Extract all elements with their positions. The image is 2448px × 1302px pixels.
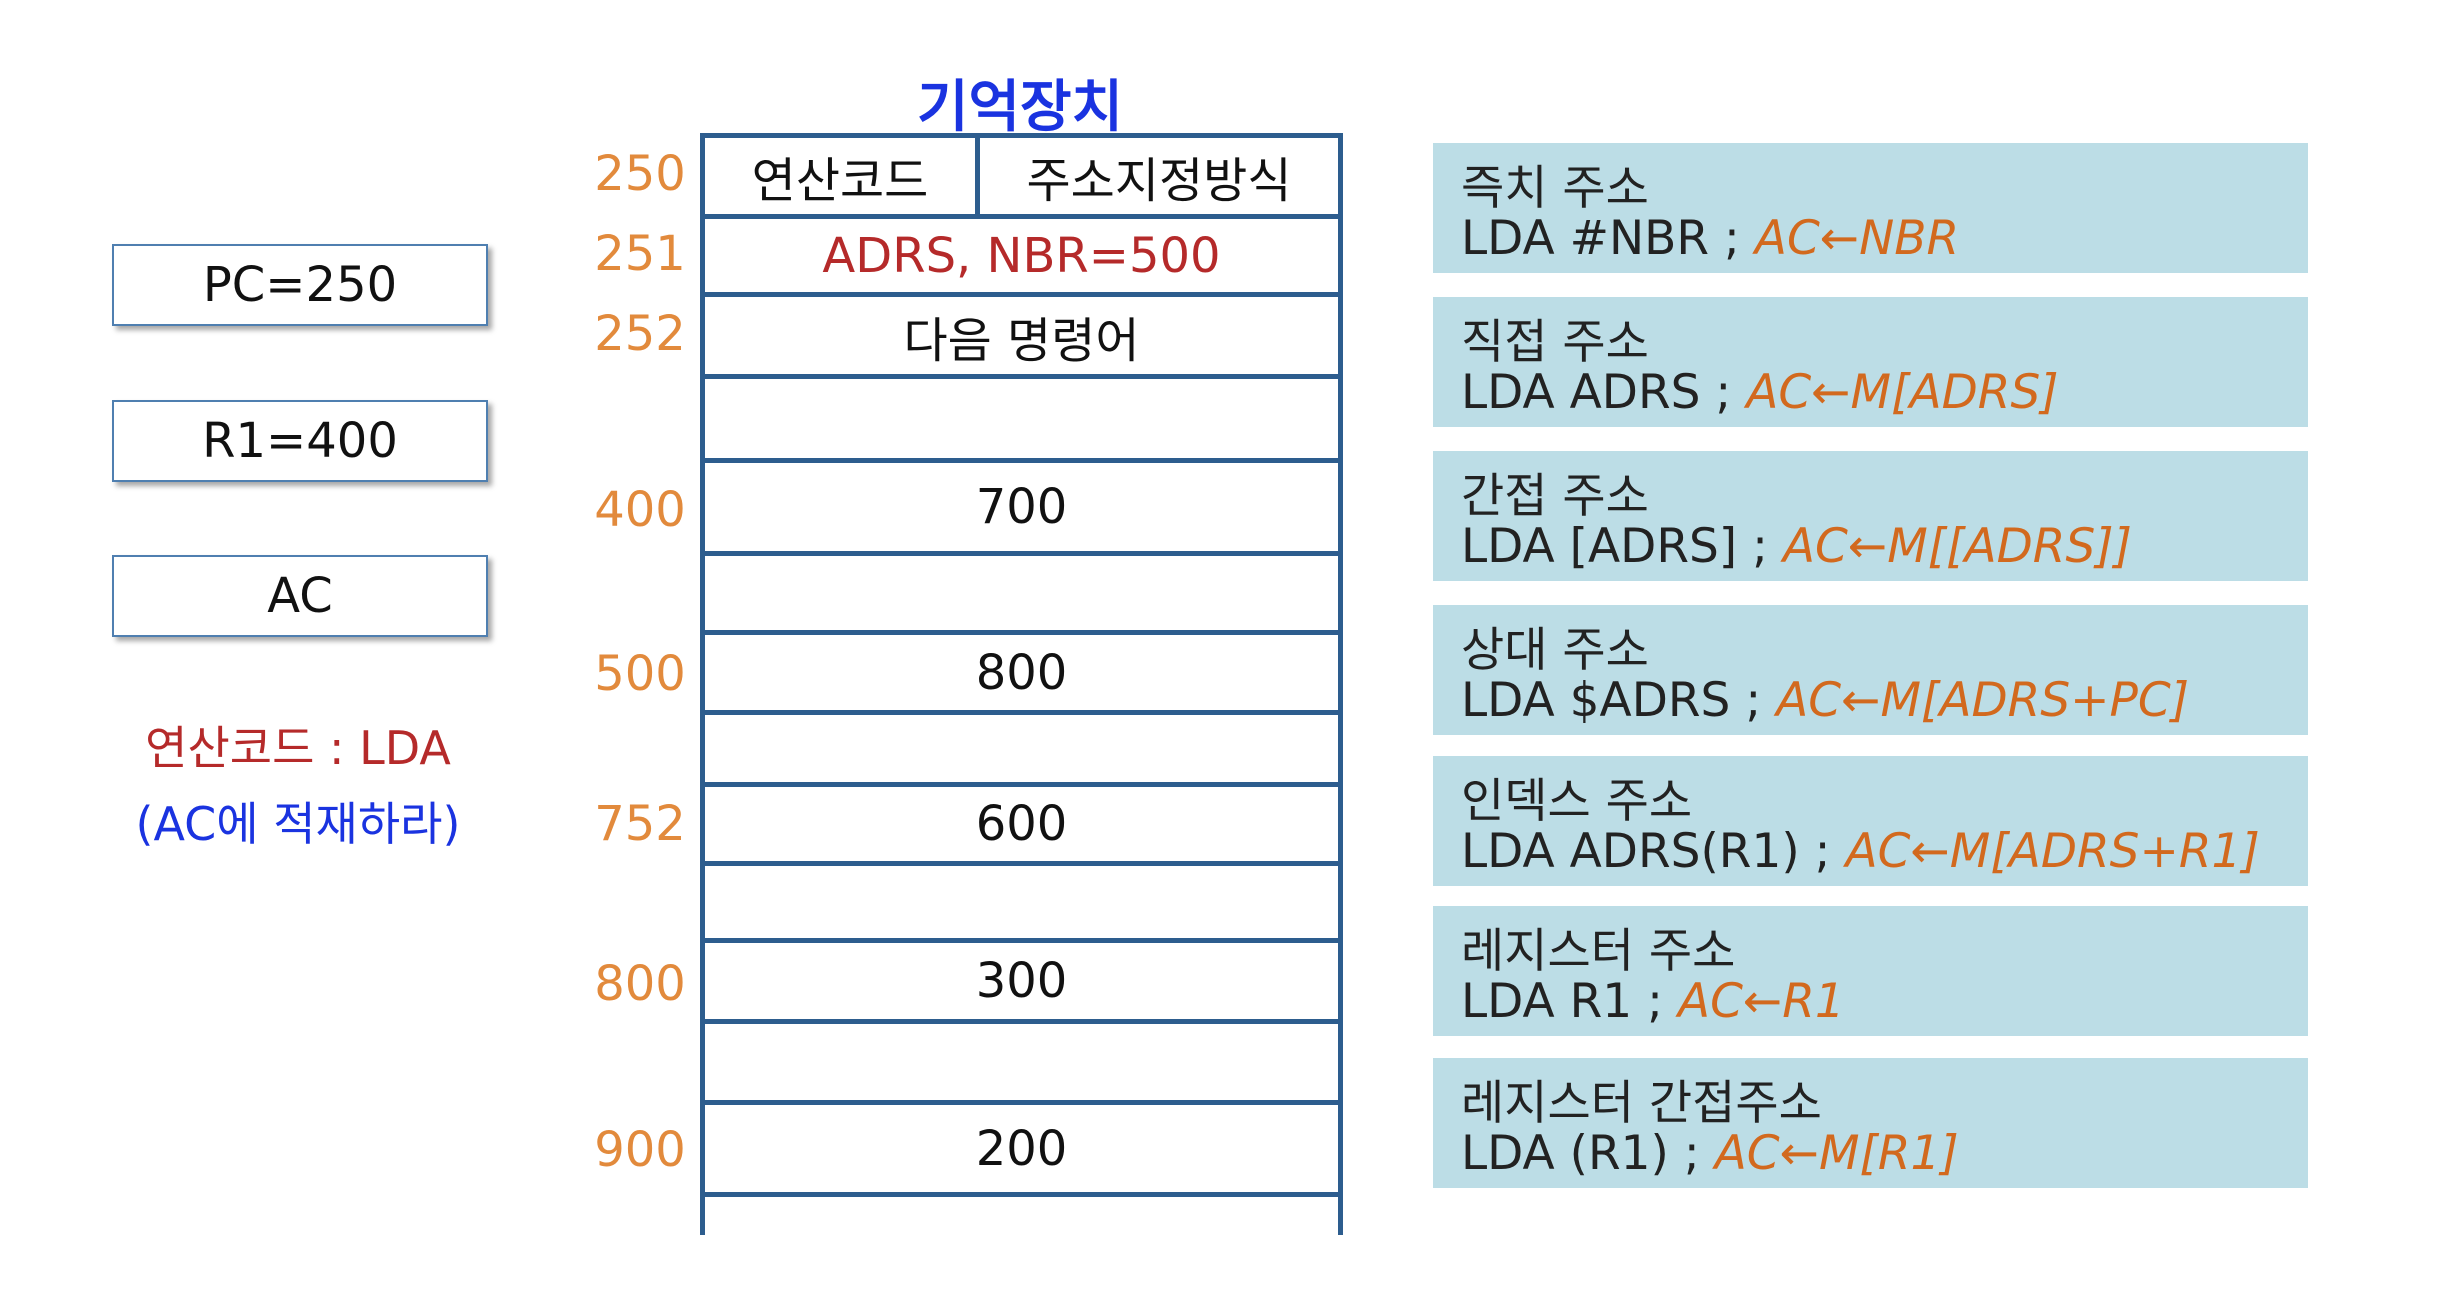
mode-syntax: LDA $ADRS ; xyxy=(1461,673,1777,728)
opcode-note-description: (AC에 적재하라) xyxy=(135,797,461,851)
memory-address: 250 xyxy=(594,146,686,202)
mode-title: 레지스터 간접주소 xyxy=(1461,1076,1822,1131)
mode-effect: AC←R1 xyxy=(1677,974,1845,1029)
register-pc: PC=250 xyxy=(112,244,488,326)
memory-cell xyxy=(705,556,1338,630)
mode-effect: AC←M[ADRS] xyxy=(1746,365,2059,420)
mode-syntax-line: LDA ADRS ; AC←M[ADRS] xyxy=(1461,365,2059,420)
mode-effect: AC←M[R1] xyxy=(1714,1126,1959,1181)
mode-title: 인덱스 주소 xyxy=(1461,774,1693,829)
mode-syntax: LDA (R1) ; xyxy=(1461,1126,1715,1181)
mode-relative: 상대 주소 LDA $ADRS ; AC←M[ADRS+PC] xyxy=(1433,605,2308,735)
mode-register: 레지스터 주소 LDA R1 ; AC←R1 xyxy=(1433,906,2308,1036)
mode-syntax-line: LDA #NBR ; AC←NBR xyxy=(1461,211,1959,266)
memory-line xyxy=(700,458,1343,463)
memory-line xyxy=(700,551,1343,556)
memory-line xyxy=(700,214,1343,219)
memory-line xyxy=(700,861,1343,866)
memory-cell: 700 xyxy=(975,479,1068,535)
memory-address: 251 xyxy=(594,226,686,282)
mode-syntax: LDA [ADRS] ; xyxy=(1461,519,1783,574)
memory-line xyxy=(700,1100,1343,1105)
mode-syntax: LDA ADRS(R1) ; xyxy=(1461,824,1846,879)
memory-cell-addressing-mode: 주소지정방식 xyxy=(980,138,1338,214)
memory-right-wall xyxy=(1338,133,1343,1235)
register-ac-label: AC xyxy=(267,568,333,624)
mode-indirect: 간접 주소 LDA [ADRS] ; AC←M[[ADRS]] xyxy=(1433,451,2308,581)
mode-syntax: LDA #NBR ; xyxy=(1461,211,1755,266)
mode-register-indirect: 레지스터 간접주소 LDA (R1) ; AC←M[R1] xyxy=(1433,1058,2308,1188)
memory-line xyxy=(700,710,1343,715)
register-pc-label: PC=250 xyxy=(202,257,398,313)
mode-syntax: LDA ADRS ; xyxy=(1461,365,1747,420)
memory-opcode-label: 연산코드 xyxy=(751,153,929,209)
memory-line xyxy=(700,1192,1343,1197)
mode-effect: AC←M[ADRS+PC] xyxy=(1776,673,2190,728)
memory-line xyxy=(700,782,1343,787)
memory-cell: 600 xyxy=(975,796,1068,852)
mode-title: 즉치 주소 xyxy=(1461,161,1649,216)
mode-syntax-line: LDA (R1) ; AC←M[R1] xyxy=(1461,1126,1959,1181)
memory-cell: 300 xyxy=(975,953,1068,1009)
memory-cell xyxy=(705,1024,1338,1100)
memory-address: 400 xyxy=(594,482,686,538)
memory-line xyxy=(700,133,1343,138)
memory-cell xyxy=(705,715,1338,782)
mode-syntax: LDA R1 ; xyxy=(1461,974,1678,1029)
mode-syntax-line: LDA $ADRS ; AC←M[ADRS+PC] xyxy=(1461,673,2189,728)
mode-direct: 직접 주소 LDA ADRS ; AC←M[ADRS] xyxy=(1433,297,2308,427)
memory-line xyxy=(700,938,1343,943)
memory-mode-label: 주소지정방식 xyxy=(1026,153,1292,209)
memory-cell-opcode: 연산코드 xyxy=(705,138,975,214)
mode-title: 간접 주소 xyxy=(1461,469,1649,524)
memory-line xyxy=(700,1019,1343,1024)
mode-title: 레지스터 주소 xyxy=(1461,924,1736,979)
memory-instruction-split xyxy=(975,133,980,219)
memory-cell xyxy=(705,379,1338,458)
register-r1-label: R1=400 xyxy=(202,413,398,469)
mode-immediate: 즉치 주소 LDA #NBR ; AC←NBR xyxy=(1433,143,2308,273)
mode-syntax-line: LDA ADRS(R1) ; AC←M[ADRS+R1] xyxy=(1461,824,2260,879)
memory-line xyxy=(700,630,1343,635)
opcode-note: 연산코드 : LDA xyxy=(145,721,451,775)
mode-syntax-line: LDA [ADRS] ; AC←M[[ADRS]] xyxy=(1461,519,2132,574)
mode-indexed: 인덱스 주소 LDA ADRS(R1) ; AC←M[ADRS+R1] xyxy=(1433,756,2308,886)
mode-title: 직접 주소 xyxy=(1461,315,1649,370)
register-ac: AC xyxy=(112,555,488,637)
memory-cell: 200 xyxy=(975,1120,1068,1177)
memory-address: 752 xyxy=(594,796,686,852)
register-r1: R1=400 xyxy=(112,400,488,482)
mode-effect: AC←NBR xyxy=(1754,211,1960,266)
memory-address: 900 xyxy=(594,1122,686,1178)
memory-cell: 다음 명령어 xyxy=(903,312,1140,369)
memory-address: 252 xyxy=(594,306,686,362)
memory-left-wall xyxy=(700,133,705,1235)
memory-cell: ADRS, NBR=500 xyxy=(822,227,1221,284)
mode-effect: AC←M[ADRS+R1] xyxy=(1845,824,2260,879)
memory-address: 800 xyxy=(594,956,686,1012)
mode-effect: AC←M[[ADRS]] xyxy=(1782,519,2132,574)
memory-cell xyxy=(705,866,1338,938)
memory-line xyxy=(700,292,1343,297)
memory-cell: 800 xyxy=(975,644,1068,701)
memory-title: 기억장치 xyxy=(916,75,1124,140)
memory-address: 500 xyxy=(594,646,686,702)
mode-syntax-line: LDA R1 ; AC←R1 xyxy=(1461,974,1845,1029)
memory-line xyxy=(700,374,1343,379)
mode-title: 상대 주소 xyxy=(1461,623,1649,678)
